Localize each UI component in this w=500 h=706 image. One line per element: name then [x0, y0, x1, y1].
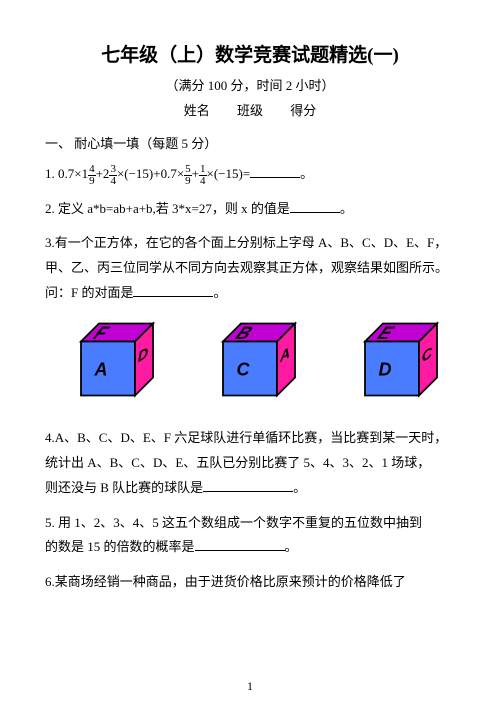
q3-l1: 3.有一个正方体，在它的各个面上分别标上字母 A、B、C、D、E、F，	[45, 231, 455, 256]
q3-l3: 问：F 的对面是	[45, 285, 133, 300]
page-title: 七年级（上）数学竞赛试题精选(一)	[45, 40, 455, 67]
q4-tail: 。	[293, 480, 306, 495]
question-3: 3.有一个正方体，在它的各个面上分别标上字母 A、B、C、D、E、F， 甲、乙、…	[45, 231, 455, 305]
name-line: 姓名 班级 得分	[45, 100, 455, 119]
subtitle: （满分 100 分，时间 2 小时）	[45, 75, 455, 94]
q1-f3d: 9	[184, 176, 192, 187]
q5-l1: 5. 用 1、2、3、4、5 这五个数组成一个数字不重复的五位数中抽到	[45, 511, 455, 536]
cube-item: F A D	[53, 319, 163, 414]
q1-p6: ×(−15)+0.7×	[117, 166, 184, 181]
q5-tail: 。	[285, 539, 298, 554]
q1-p0: 0.7×1	[58, 166, 88, 181]
q3-blank[interactable]	[133, 283, 213, 297]
label-class: 班级	[237, 103, 263, 118]
q1-tail: 。	[300, 166, 313, 181]
label-score: 得分	[290, 103, 316, 118]
cube-icon: B C A	[195, 319, 305, 409]
q1-f2n: 3	[109, 164, 117, 176]
q4-blank[interactable]	[203, 478, 293, 492]
svg-text:C: C	[237, 360, 251, 380]
q1-prefix: 1.	[45, 166, 55, 181]
cube-item: B C A	[195, 319, 305, 414]
q1-p3: +2	[96, 166, 110, 181]
page-number: 1	[0, 679, 500, 694]
cubes-row: F A D B C A E D C	[45, 315, 455, 426]
cube-item: E D C	[337, 319, 447, 414]
question-5: 5. 用 1、2、3、4、5 这五个数组成一个数字不重复的五位数中抽到 的数是 …	[45, 511, 455, 560]
q5-l2: 的数是 15 的倍数的概率是	[45, 539, 195, 554]
question-4: 4.A、B、C、D、E、F 六足球队进行单循环比赛，当比赛到某一天时， 统计出 …	[45, 426, 455, 500]
svg-text:A: A	[94, 360, 108, 380]
q1-f4d: 4	[199, 176, 207, 187]
q1-p12: ×(−15)=	[207, 166, 251, 181]
q4-l3: 则还没与 B 队比赛的球队是	[45, 480, 203, 495]
q3-l2: 甲、乙、丙三位同学从不同方向去观察其正方体，观察结果如图所示。	[45, 256, 455, 281]
q2-text: 2. 定义 a*b=ab+a+b,若 3*x=27，则 x 的值是	[45, 201, 290, 216]
cube-icon: E D C	[337, 319, 447, 409]
q1-blank[interactable]	[250, 164, 300, 178]
label-name: 姓名	[184, 103, 210, 118]
q1-f1n: 4	[88, 164, 96, 176]
question-2: 2. 定义 a*b=ab+a+b,若 3*x=27，则 x 的值是 。	[45, 197, 455, 222]
question-1: 1. 0.7×149+234×(−15)+0.7×59+14×(−15)=。	[45, 162, 455, 187]
q4-l2: 统计出 A、B、C、D、E、五队已分别比赛了 5、4、3、2、1 场球，	[45, 451, 455, 476]
q1-f2d: 4	[109, 176, 117, 187]
q3-tail: 。	[213, 285, 226, 300]
question-6: 6.某商场经销一种商品，由于进货价格比原来预计的价格降低了	[45, 570, 455, 595]
q1-f3n: 5	[184, 164, 192, 176]
q5-blank[interactable]	[195, 537, 285, 551]
svg-text:D: D	[379, 360, 392, 380]
cube-icon: F A D	[53, 319, 163, 409]
section-heading: 一、 耐心填一填（每题 5 分）	[45, 133, 455, 152]
q1-p9: +	[192, 166, 199, 181]
q4-l1: 4.A、B、C、D、E、F 六足球队进行单循环比赛，当比赛到某一天时，	[45, 426, 455, 451]
q2-blank[interactable]	[290, 199, 340, 213]
q1-f1d: 9	[88, 176, 96, 187]
q2-tail: 。	[340, 201, 353, 216]
q1-f4n: 1	[199, 164, 207, 176]
q6-text: 6.某商场经销一种商品，由于进货价格比原来预计的价格降低了	[45, 574, 406, 589]
